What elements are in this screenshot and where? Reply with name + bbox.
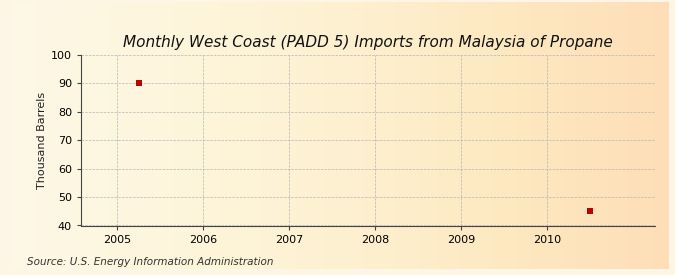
Text: Source: U.S. Energy Information Administration: Source: U.S. Energy Information Administ… (27, 257, 273, 267)
Title: Monthly West Coast (PADD 5) Imports from Malaysia of Propane: Monthly West Coast (PADD 5) Imports from… (123, 35, 613, 50)
Y-axis label: Thousand Barrels: Thousand Barrels (37, 92, 47, 189)
